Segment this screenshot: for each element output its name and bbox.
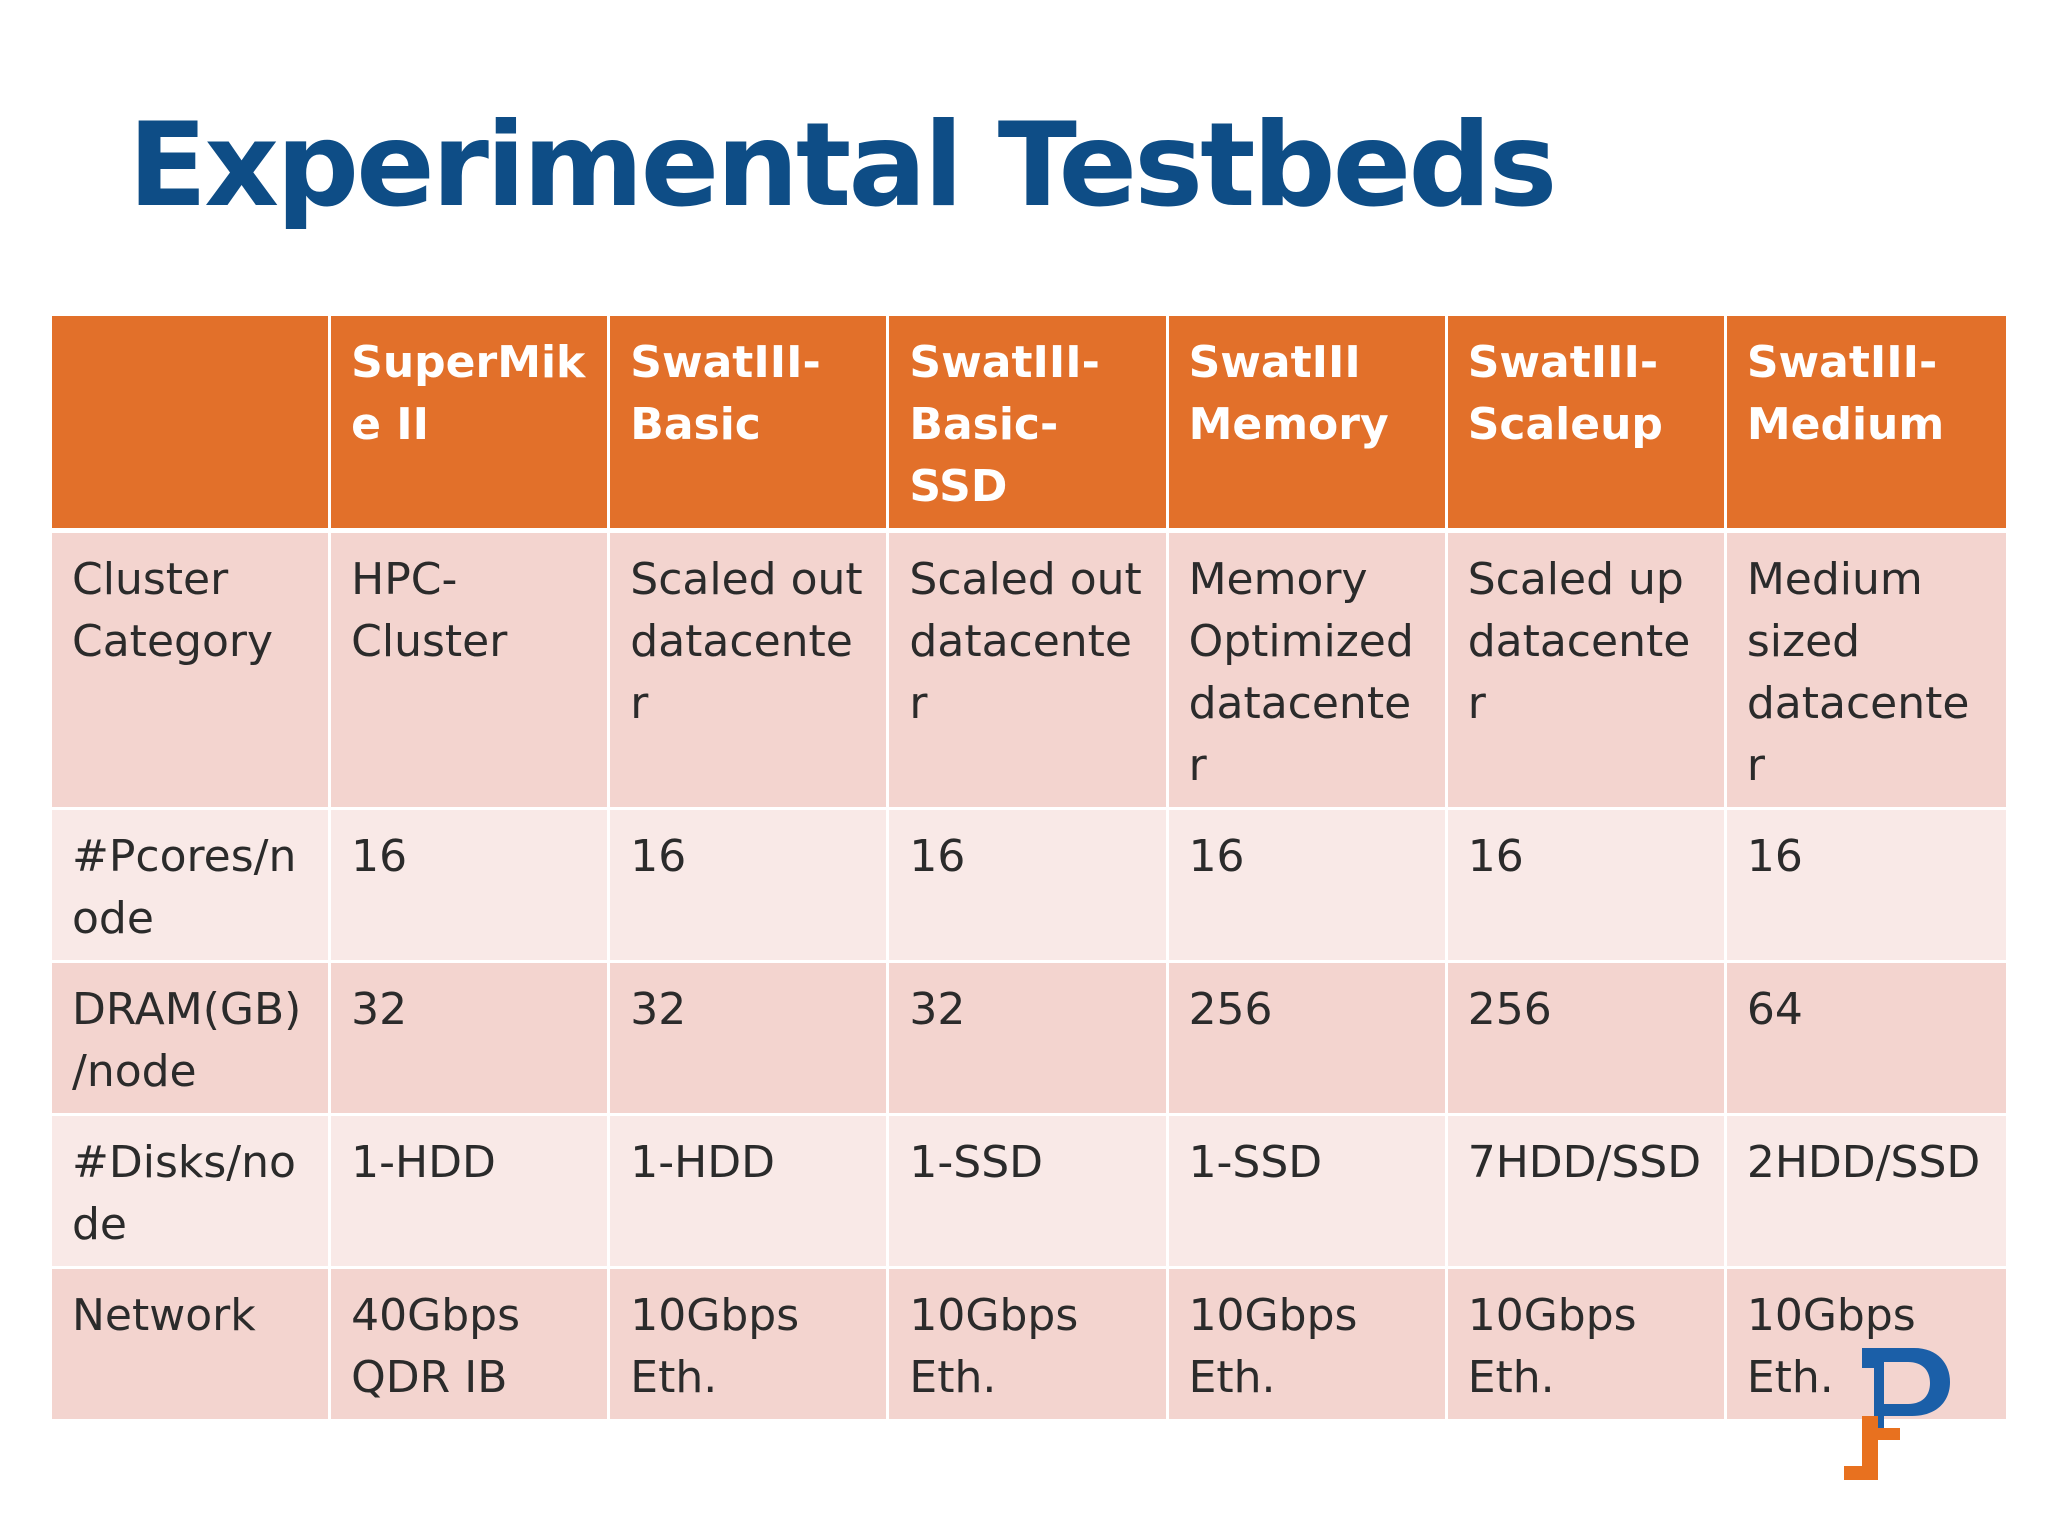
table-cell: 32 [889,963,1169,1116]
table-cell: Scaled out datacenter [889,533,1169,810]
slide-title: Experimental Testbeds [128,98,1557,233]
table-cell: 16 [1726,810,2006,963]
table-cell: Scaled out datacenter [610,533,890,810]
table-cell: 1-HDD [610,1116,890,1269]
table-header-row: SuperMike II SwatIII-Basic SwatIII-Basic… [52,316,2006,533]
table-cell: 2HDD/SSD [1726,1116,2006,1269]
table-cell: Scaled up datacenter [1447,533,1727,810]
header-cell-swatiii-scaleup: SwatIII-Scaleup [1447,316,1727,533]
table-cell: 10Gbps Eth. [610,1269,890,1422]
header-cell-swatiii-medium: SwatIII-Medium [1726,316,2006,533]
row-label-cell: #Disks/node [52,1116,332,1269]
header-cell-swatiii-basic: SwatIII-Basic [610,316,890,533]
p-monogram-logo-icon [1844,1348,1950,1480]
table-cell: 7HDD/SSD [1447,1116,1727,1269]
table-cell: 10Gbps Eth. [1447,1269,1727,1422]
table-cell: 32 [610,963,890,1116]
header-cell-swatiii-basic-ssd: SwatIII-Basic-SSD [889,316,1169,533]
table-cell: 16 [889,810,1169,963]
table-row-dram-per-node: DRAM(GB)/node 32 32 32 256 256 64 [52,963,2006,1116]
table-cell: HPC-Cluster [331,533,611,810]
header-cell-supermike-ii: SuperMike II [331,316,611,533]
table-cell: 64 [1726,963,2006,1116]
table-cell: 40Gbps QDR IB [331,1269,611,1422]
header-cell-swatiii-memory: SwatIII Memory [1168,316,1448,533]
table-cell: Memory Optimized datacenter [1168,533,1448,810]
table-cell: 10Gbps Eth. [1726,1269,2006,1422]
table-cell: 32 [331,963,611,1116]
row-label-cell: Network [52,1269,332,1422]
table-cell: 16 [1447,810,1727,963]
table-cell: 10Gbps Eth. [1168,1269,1448,1422]
table-cell: 256 [1168,963,1448,1116]
table-cell: 16 [1168,810,1448,963]
testbed-comparison-table: SuperMike II SwatIII-Basic SwatIII-Basic… [52,316,2006,1422]
table-cell: Medium sized datacenter [1726,533,2006,810]
header-cell-corner [52,316,332,533]
table-row-pcores-per-node: #Pcores/node 16 16 16 16 16 16 [52,810,2006,963]
table-cell: 1-HDD [331,1116,611,1269]
table-cell: 256 [1447,963,1727,1116]
table-row-cluster-category: Cluster Category HPC-Cluster Scaled out … [52,533,2006,810]
table-cell: 10Gbps Eth. [889,1269,1169,1422]
table-cell: 1-SSD [889,1116,1169,1269]
table-row-network: Network 40Gbps QDR IB 10Gbps Eth. 10Gbps… [52,1269,2006,1422]
table-cell: 1-SSD [1168,1116,1448,1269]
table-cell: 16 [610,810,890,963]
row-label-cell: Cluster Category [52,533,332,810]
table-cell: 16 [331,810,611,963]
table-row-disks-per-node: #Disks/node 1-HDD 1-HDD 1-SSD 1-SSD 7HDD… [52,1116,2006,1269]
row-label-cell: DRAM(GB)/node [52,963,332,1116]
row-label-cell: #Pcores/node [52,810,332,963]
